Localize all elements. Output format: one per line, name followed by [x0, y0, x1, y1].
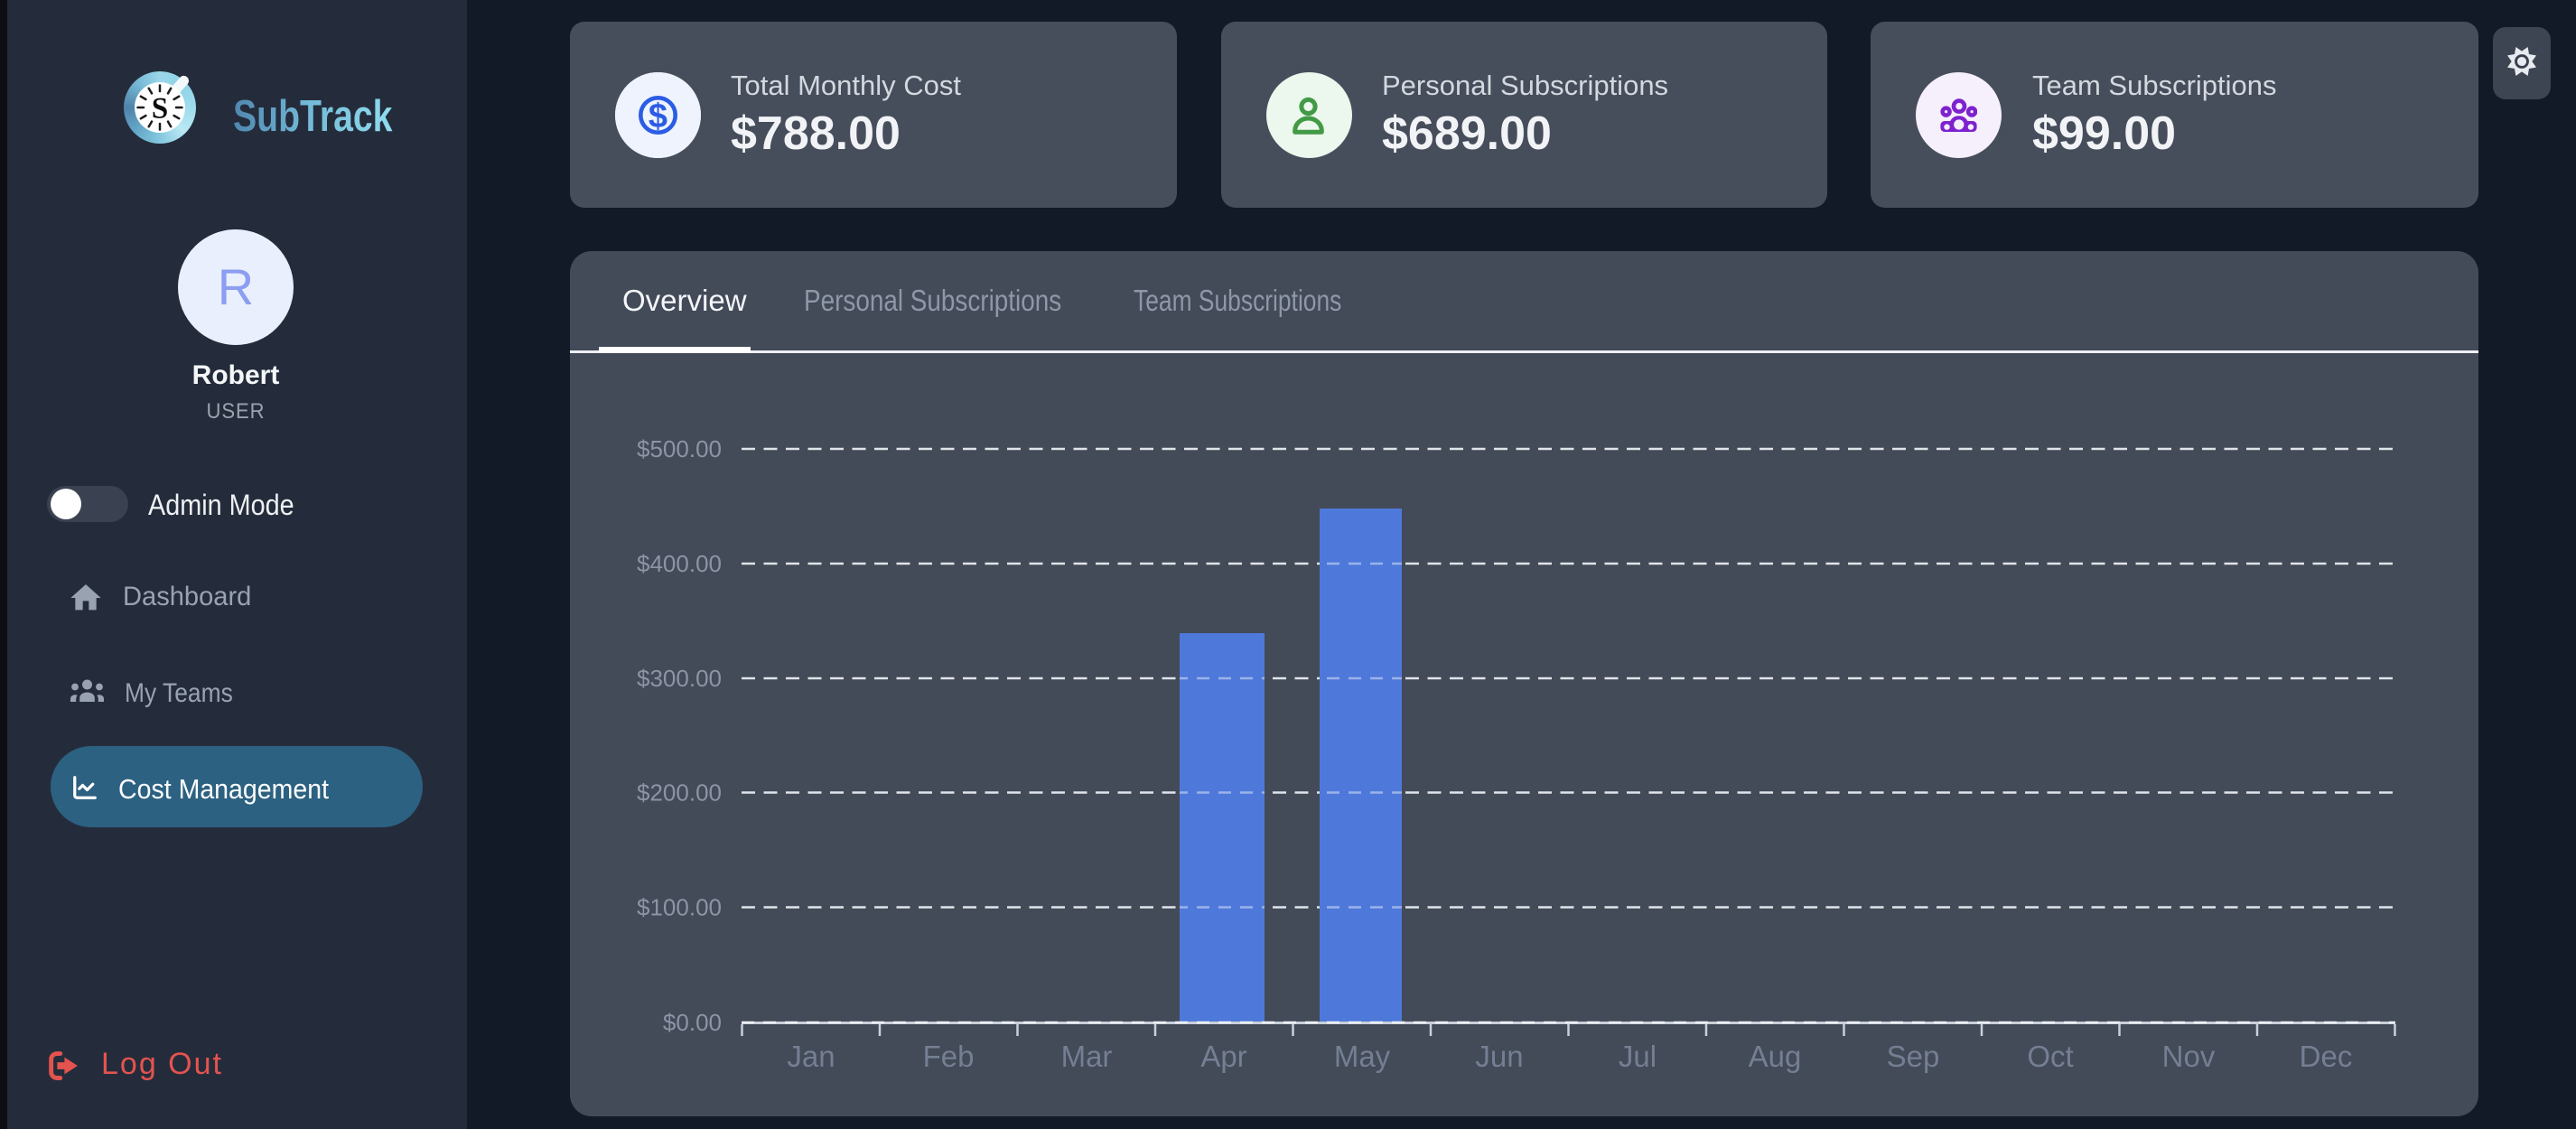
svg-text:Jun: Jun [1475, 1040, 1523, 1073]
svg-text:$200.00: $200.00 [637, 779, 722, 807]
svg-text:Oct: Oct [2027, 1040, 2073, 1073]
svg-text:Nov: Nov [2162, 1040, 2216, 1073]
svg-text:Sep: Sep [1887, 1040, 1940, 1073]
svg-text:$500.00: $500.00 [637, 435, 722, 462]
svg-text:Apr: Apr [1200, 1040, 1246, 1073]
svg-text:Dec: Dec [2300, 1040, 2353, 1073]
svg-text:$300.00: $300.00 [637, 665, 722, 692]
svg-text:$0.00: $0.00 [663, 1009, 722, 1036]
svg-text:Jul: Jul [1619, 1040, 1657, 1073]
svg-text:May: May [1334, 1040, 1391, 1073]
svg-text:Feb: Feb [923, 1040, 975, 1073]
svg-text:Mar: Mar [1061, 1040, 1113, 1073]
svg-text:Aug: Aug [1749, 1040, 1802, 1073]
svg-text:$: $ [649, 98, 667, 135]
svg-text:$100.00: $100.00 [637, 894, 722, 921]
svg-text:Jan: Jan [787, 1040, 835, 1073]
svg-text:$400.00: $400.00 [637, 550, 722, 577]
